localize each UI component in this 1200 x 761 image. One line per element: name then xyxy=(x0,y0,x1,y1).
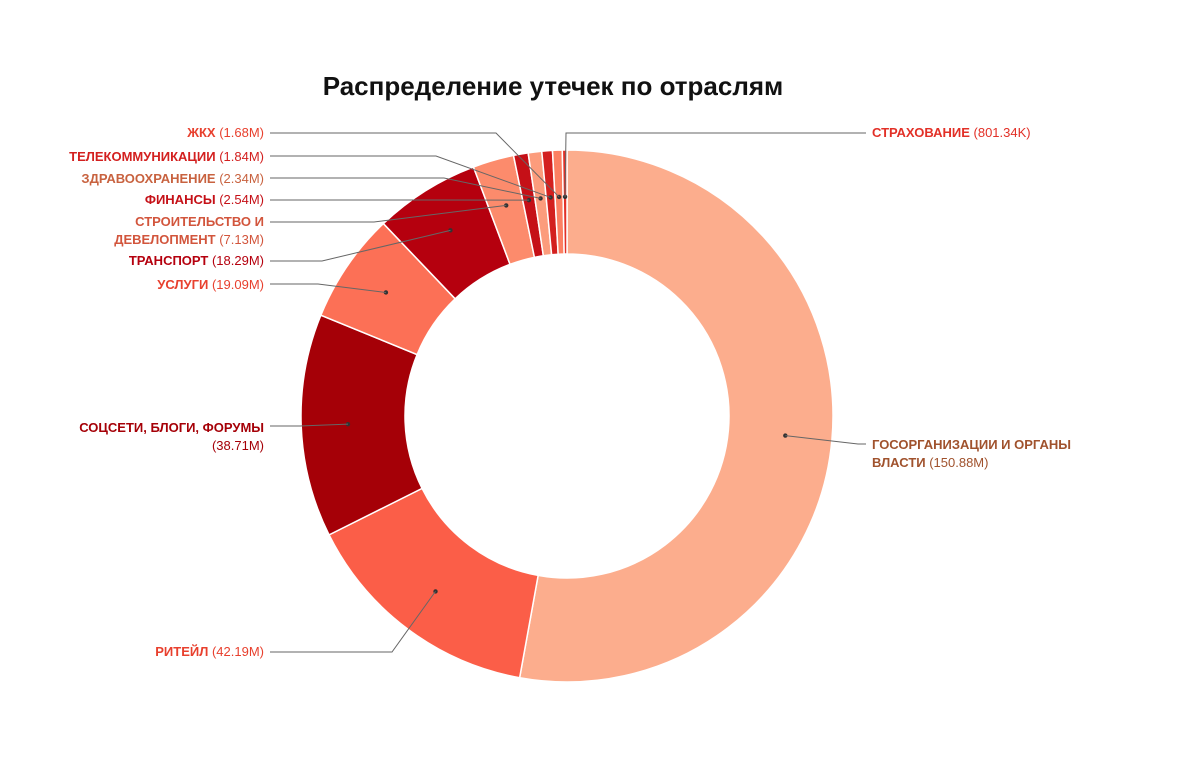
leader-line-10 xyxy=(270,132,560,198)
slice-label-9-line-1: ТЕЛЕКОММУНИКАЦИИ (1.84M) xyxy=(69,149,264,164)
slice-label-1-line-2: ВЛАСТИ (150.88M) xyxy=(872,455,988,470)
slice-label-1-line-1: ГОСОРГАНИЗАЦИИ И ОРГАНЫ xyxy=(872,437,1071,452)
slice-label-11-line-1: СТРАХОВАНИЕ (801.34K) xyxy=(872,125,1031,140)
slice-label-8-line-1: ЗДРАВООХРАНЕНИЕ (2.34M) xyxy=(81,171,264,186)
leader-line-8 xyxy=(270,177,541,199)
labels-group: ГОСОРГАНИЗАЦИИ И ОРГАНЫ ВЛАСТИ (150.88M) Р… xyxy=(69,125,1071,659)
slice-label-6-line-1: СТРОИТЕЛЬСТВО И xyxy=(135,214,264,229)
leader-line-9 xyxy=(270,155,551,198)
slice-label-3-line-1: СОЦСЕТИ, БЛОГИ, ФОРУМЫ xyxy=(79,420,264,435)
leader-line-4 xyxy=(270,283,386,293)
slices-group xyxy=(300,149,834,683)
leader-lines-group xyxy=(270,132,866,653)
leader-line-6 xyxy=(270,204,507,223)
slice-label-3-line-2: (38.71M) xyxy=(212,438,264,453)
slice-label-6-line-2: ДЕВЕЛОПМЕНТ (7.13M) xyxy=(114,232,264,247)
leader-line-11 xyxy=(564,132,866,197)
slice-label-2-line-1: РИТЕЙЛ (42.19M) xyxy=(155,644,264,659)
slice-1 xyxy=(518,149,834,683)
leader-line-3 xyxy=(270,423,348,427)
slice-label-10-line-1: ЖКХ (1.68M) xyxy=(186,125,264,140)
leader-line-5 xyxy=(270,229,451,262)
leader-line-2 xyxy=(270,591,436,653)
slice-label-5-line-1: ТРАНСПОРТ (18.29M) xyxy=(129,253,264,268)
leader-line-1 xyxy=(785,435,866,445)
slice-label-4-line-1: УСЛУГИ (19.09M) xyxy=(157,277,264,292)
chart-title: Распределение утечек по отраслям xyxy=(323,71,784,101)
slice-label-7-line-1: ФИНАНСЫ (2.54M) xyxy=(145,192,264,207)
